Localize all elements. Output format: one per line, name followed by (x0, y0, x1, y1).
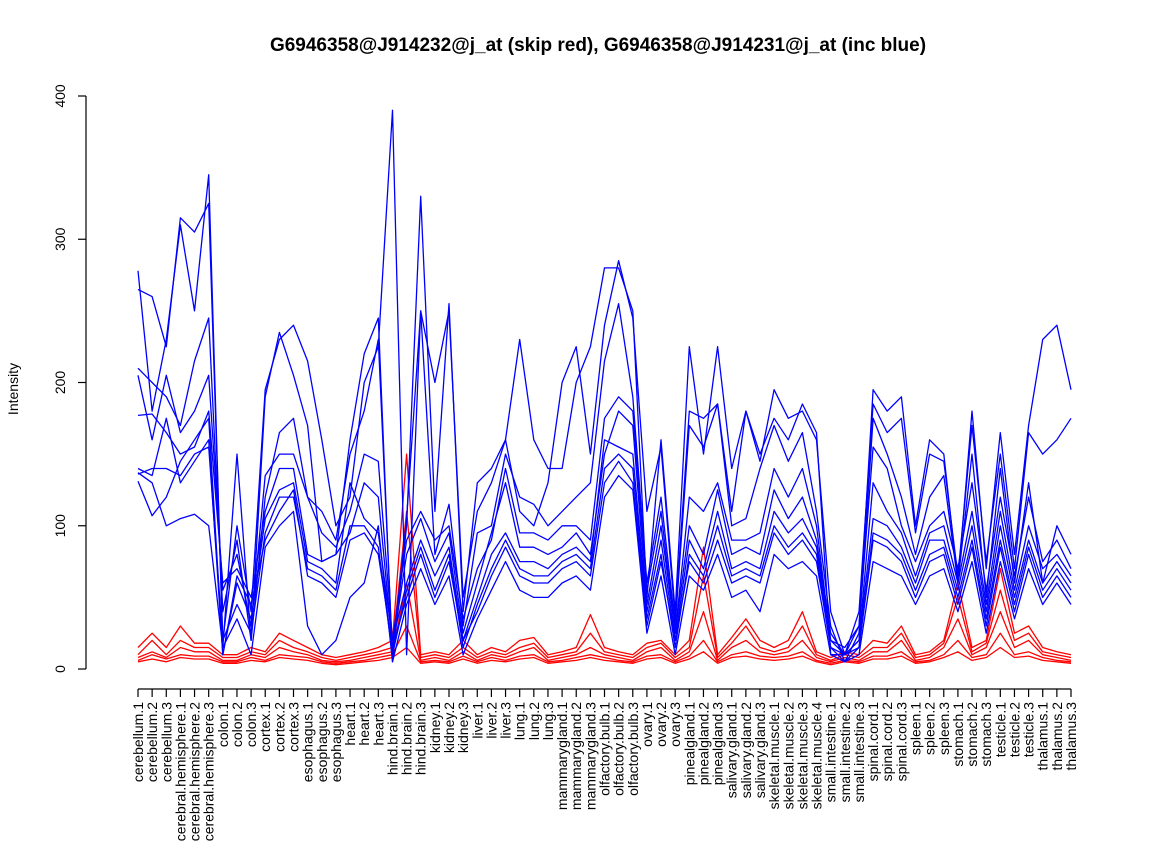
x-tick-label: kidney.1 (427, 702, 443, 753)
x-tick-label: liver.2 (483, 702, 499, 739)
x-tick-label: olfactory.bulb.3 (625, 702, 641, 796)
y-tick-label: 200 (52, 371, 68, 395)
x-tick-label: cerebral.hemisphere.2 (187, 702, 203, 842)
x-tick-label: cerebral.hemisphere.3 (201, 702, 217, 842)
x-tick-label: ovary.1 (639, 702, 655, 747)
y-tick-label: 400 (52, 84, 68, 108)
y-axis: 0 100 200 300 400 (52, 84, 87, 673)
x-tick-label: mammarygland.1 (554, 702, 570, 810)
x-tick-label: esophagus.1 (300, 702, 316, 782)
x-tick-label: skeletal.muscle.1 (766, 702, 782, 810)
y-tick-label: 300 (52, 227, 68, 251)
x-tick-label: kidney.3 (455, 702, 471, 753)
x-tick-label: spleen.3 (936, 702, 952, 755)
x-tick-label: hind.brain.1 (384, 702, 400, 775)
x-tick-label: liver.3 (498, 702, 514, 739)
x-tick-label: ovary.3 (667, 702, 683, 747)
inc-series-line-1 (137, 174, 1072, 663)
inc-series-line-4 (137, 374, 1072, 649)
x-tick-label: salivary.gland.1 (724, 702, 740, 798)
x-tick-label: testicle.3 (1021, 702, 1037, 757)
x-tick-label: mammarygland.2 (568, 702, 584, 810)
x-tick-label: spinal.cord.1 (865, 702, 881, 782)
x-tick-label: spleen.2 (922, 702, 938, 755)
x-tick-label: stomach.2 (964, 702, 980, 767)
skip-series-line-2 (137, 510, 1072, 662)
x-tick-label: cerebral.hemisphere.1 (172, 702, 188, 842)
x-tick-label: skeletal.muscle.3 (794, 702, 810, 810)
skip-series-line-1 (137, 453, 1072, 659)
x-tick-label: thalamus.3 (1063, 702, 1079, 771)
x-tick-label: pinealgland.1 (681, 702, 697, 786)
x-tick-label: salivary.gland.3 (752, 702, 768, 798)
x-tick-label: thalamus.1 (1035, 702, 1051, 771)
x-tick-label: lung.2 (526, 702, 542, 740)
x-tick-label: esophagus.2 (314, 702, 330, 782)
x-tick-label: testicle.1 (992, 702, 1008, 757)
inc-series-line-2 (137, 109, 1072, 656)
x-tick-label: stomach.1 (950, 702, 966, 767)
x-tick-label: cerebellum.2 (144, 702, 160, 782)
y-tick-label: 100 (52, 514, 68, 538)
x-tick-label: ovary.2 (653, 702, 669, 747)
x-tick-label: heart.3 (370, 702, 386, 746)
x-tick-label: hind.brain.3 (413, 702, 429, 775)
x-tick-label: lung.1 (512, 702, 528, 740)
x-tick-label: cerebellum.3 (158, 702, 174, 782)
y-axis-label: Intensity (5, 363, 21, 415)
inc-series-line-3 (137, 303, 1072, 663)
x-tick-label: pinealgland.3 (710, 702, 726, 786)
x-tick-label: thalamus.2 (1049, 702, 1065, 771)
x-tick-label: small.intestine.2 (837, 702, 853, 803)
skip-series-line-5 (137, 646, 1072, 666)
chart-title: G6946358@J914232@j_at (skip red), G69463… (270, 35, 926, 56)
x-tick-label: skeletal.muscle.4 (809, 702, 825, 810)
skip-series-line-3 (137, 582, 1072, 663)
inc-series-line-9 (137, 472, 1072, 663)
x-tick-label: stomach.3 (978, 702, 994, 767)
series-group (137, 109, 1072, 666)
x-tick-label: cerebellum.1 (130, 702, 146, 782)
x-tick-label: colon.3 (243, 702, 259, 747)
x-tick-label: cortex.3 (286, 702, 302, 752)
x-tick-label: esophagus.3 (328, 702, 344, 782)
y-tick-label: 0 (52, 665, 68, 673)
x-tick-label: heart.2 (356, 702, 372, 746)
x-tick-label: testicle.2 (1006, 702, 1022, 757)
x-tick-label: heart.1 (342, 702, 358, 746)
x-tick-label: lung.3 (540, 702, 556, 740)
x-tick-label: spinal.cord.2 (879, 702, 895, 782)
inc-series-line-5 (137, 410, 1072, 656)
inc-series-line-8 (137, 417, 1072, 656)
x-tick-label: olfactory.bulb.2 (611, 702, 627, 796)
x-tick-label: liver.1 (469, 702, 485, 739)
skip-series-line-4 (137, 625, 1072, 664)
x-tick-label: salivary.gland.2 (738, 702, 754, 798)
x-tick-label: colon.1 (215, 702, 231, 747)
inc-series-line-6 (137, 417, 1072, 656)
x-tick-label: mammarygland.3 (582, 702, 598, 810)
x-tick-label: skeletal.muscle.2 (780, 702, 796, 810)
x-tick-label: cortex.2 (271, 702, 287, 752)
x-tick-label: small.intestine.3 (851, 702, 867, 803)
x-tick-label: small.intestine.1 (823, 702, 839, 803)
x-tick-label: cortex.1 (257, 702, 273, 752)
x-axis: cerebellum.1cerebellum.2cerebellum.3cere… (130, 688, 1079, 842)
x-tick-label: colon.2 (229, 702, 245, 747)
x-tick-label: kidney.2 (441, 702, 457, 753)
x-tick-label: pinealgland.2 (695, 702, 711, 786)
x-tick-label: spleen.1 (908, 702, 924, 755)
x-tick-label: spinal.cord.3 (893, 702, 909, 782)
x-tick-label: hind.brain.2 (399, 702, 415, 775)
x-tick-label: olfactory.bulb.1 (597, 702, 613, 796)
inc-series-line-7 (137, 446, 1072, 663)
